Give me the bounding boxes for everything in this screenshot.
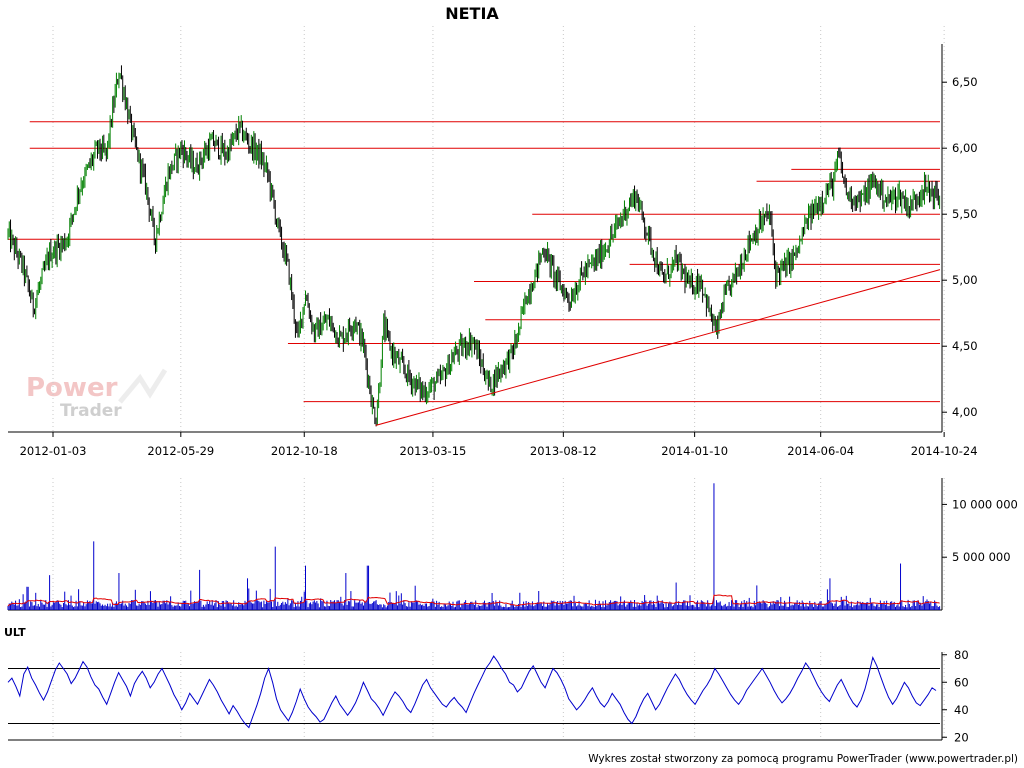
ult-line (7, 655, 937, 729)
volume-tick-label: 10 000 000 (952, 497, 1018, 511)
trend-line (375, 269, 941, 426)
price-candles (7, 65, 941, 427)
volume-ma-line (7, 594, 940, 607)
ult-tick-label: 40 (954, 703, 969, 717)
ult-label: ULT (4, 626, 26, 639)
price-y-axis: 6,50 6,00 5,50 5,00 4,50 4,00 (942, 75, 978, 419)
volume-bars (7, 483, 941, 610)
date-tick-label: 2012-10-18 (271, 444, 338, 458)
price-panel: 6,506,005,505,004,504,00 2012-01-03 2012-… (7, 26, 978, 458)
price-tick-label: 6,50 (952, 75, 978, 89)
price-tick-label: 4,00 (952, 405, 978, 419)
ult-levels (8, 668, 940, 724)
price-tick-label: 5,50 (952, 207, 978, 221)
ult-tick-label: 60 (954, 675, 969, 689)
uptrend-line (375, 269, 941, 426)
price-tick-label: 6,00 (952, 141, 978, 155)
watermark-trader: Trader (60, 401, 122, 421)
ult-tick-label: 20 (954, 730, 969, 744)
support-resistance-lines (8, 121, 940, 403)
ult-panel: ULT 80 60 40 20 (4, 626, 969, 744)
price-tick-label: 4,50 (952, 339, 978, 353)
date-x-axis: 2012-01-03 2012-05-29 2012-10-18 2013-03-15… (20, 444, 978, 458)
ult-tick-label: 80 (954, 648, 969, 662)
ult-grid (8, 652, 945, 741)
date-tick-label: 2014-10-24 (911, 444, 978, 458)
volume-panel: 10 000 000 5 000 000 (7, 478, 1018, 611)
date-tick-label: 2013-08-12 (530, 444, 597, 458)
volume-tick-label: 5 000 000 (952, 550, 1011, 564)
volume-grid (8, 478, 945, 611)
ult-y-axis: 80 60 40 20 (942, 648, 969, 744)
powertrader-watermark: Power Trader (26, 368, 168, 421)
chart-title: NETIA (445, 4, 499, 23)
watermark-swoosh-icon (118, 368, 168, 404)
date-tick-label: 2013-03-15 (400, 444, 467, 458)
price-tick-label: 5,00 (952, 273, 978, 287)
volume-moving-average (7, 594, 940, 607)
ult-series-line (7, 655, 937, 729)
date-tick-label: 2012-01-03 (20, 444, 87, 458)
date-tick-label: 2014-01-10 (661, 444, 728, 458)
date-tick-label: 2012-05-29 (147, 444, 214, 458)
footer-credit: Wykres został stworzony za pomocą progra… (588, 753, 1018, 765)
date-tick-label: 2014-06-04 (787, 444, 854, 458)
watermark-power: Power (26, 373, 118, 403)
price-grid (8, 26, 945, 437)
volume-y-axis: 10 000 000 5 000 000 (942, 497, 1018, 564)
